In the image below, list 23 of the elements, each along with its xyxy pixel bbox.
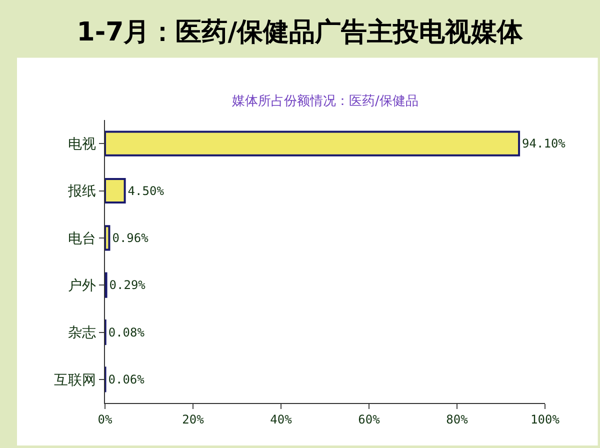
bar bbox=[105, 225, 110, 251]
data-label: 0.96% bbox=[112, 230, 150, 245]
y-tick-label: 户外 bbox=[68, 278, 96, 294]
chart-subtitle: 媒体所占份额情况：医药/保健品 bbox=[232, 94, 418, 109]
y-tick-label: 电台 bbox=[68, 230, 96, 247]
x-tick-label: 40% bbox=[270, 412, 293, 426]
y-tick-label: 互联网 bbox=[54, 372, 96, 388]
chart-title: 1-7月：医药/保健品广告主投电视媒体 bbox=[76, 18, 524, 48]
data-label: 0.06% bbox=[108, 372, 146, 386]
data-label: 94.10% bbox=[522, 136, 566, 151]
x-tick-label: 20% bbox=[182, 412, 205, 426]
x-tick-label: 0% bbox=[98, 412, 113, 426]
y-tick-label: 报纸 bbox=[67, 184, 96, 200]
x-tick-label: 100% bbox=[530, 412, 560, 426]
data-label: 0.08% bbox=[108, 325, 146, 340]
bar bbox=[105, 130, 520, 156]
y-tick-label: 电视 bbox=[68, 136, 96, 152]
x-tick-label: 60% bbox=[358, 412, 381, 426]
data-label: 0.29% bbox=[109, 278, 146, 292]
y-tick-label: 杂志 bbox=[68, 325, 96, 342]
x-tick-label: 80% bbox=[446, 412, 469, 426]
bar bbox=[105, 178, 126, 204]
data-label: 4.50% bbox=[128, 184, 165, 198]
